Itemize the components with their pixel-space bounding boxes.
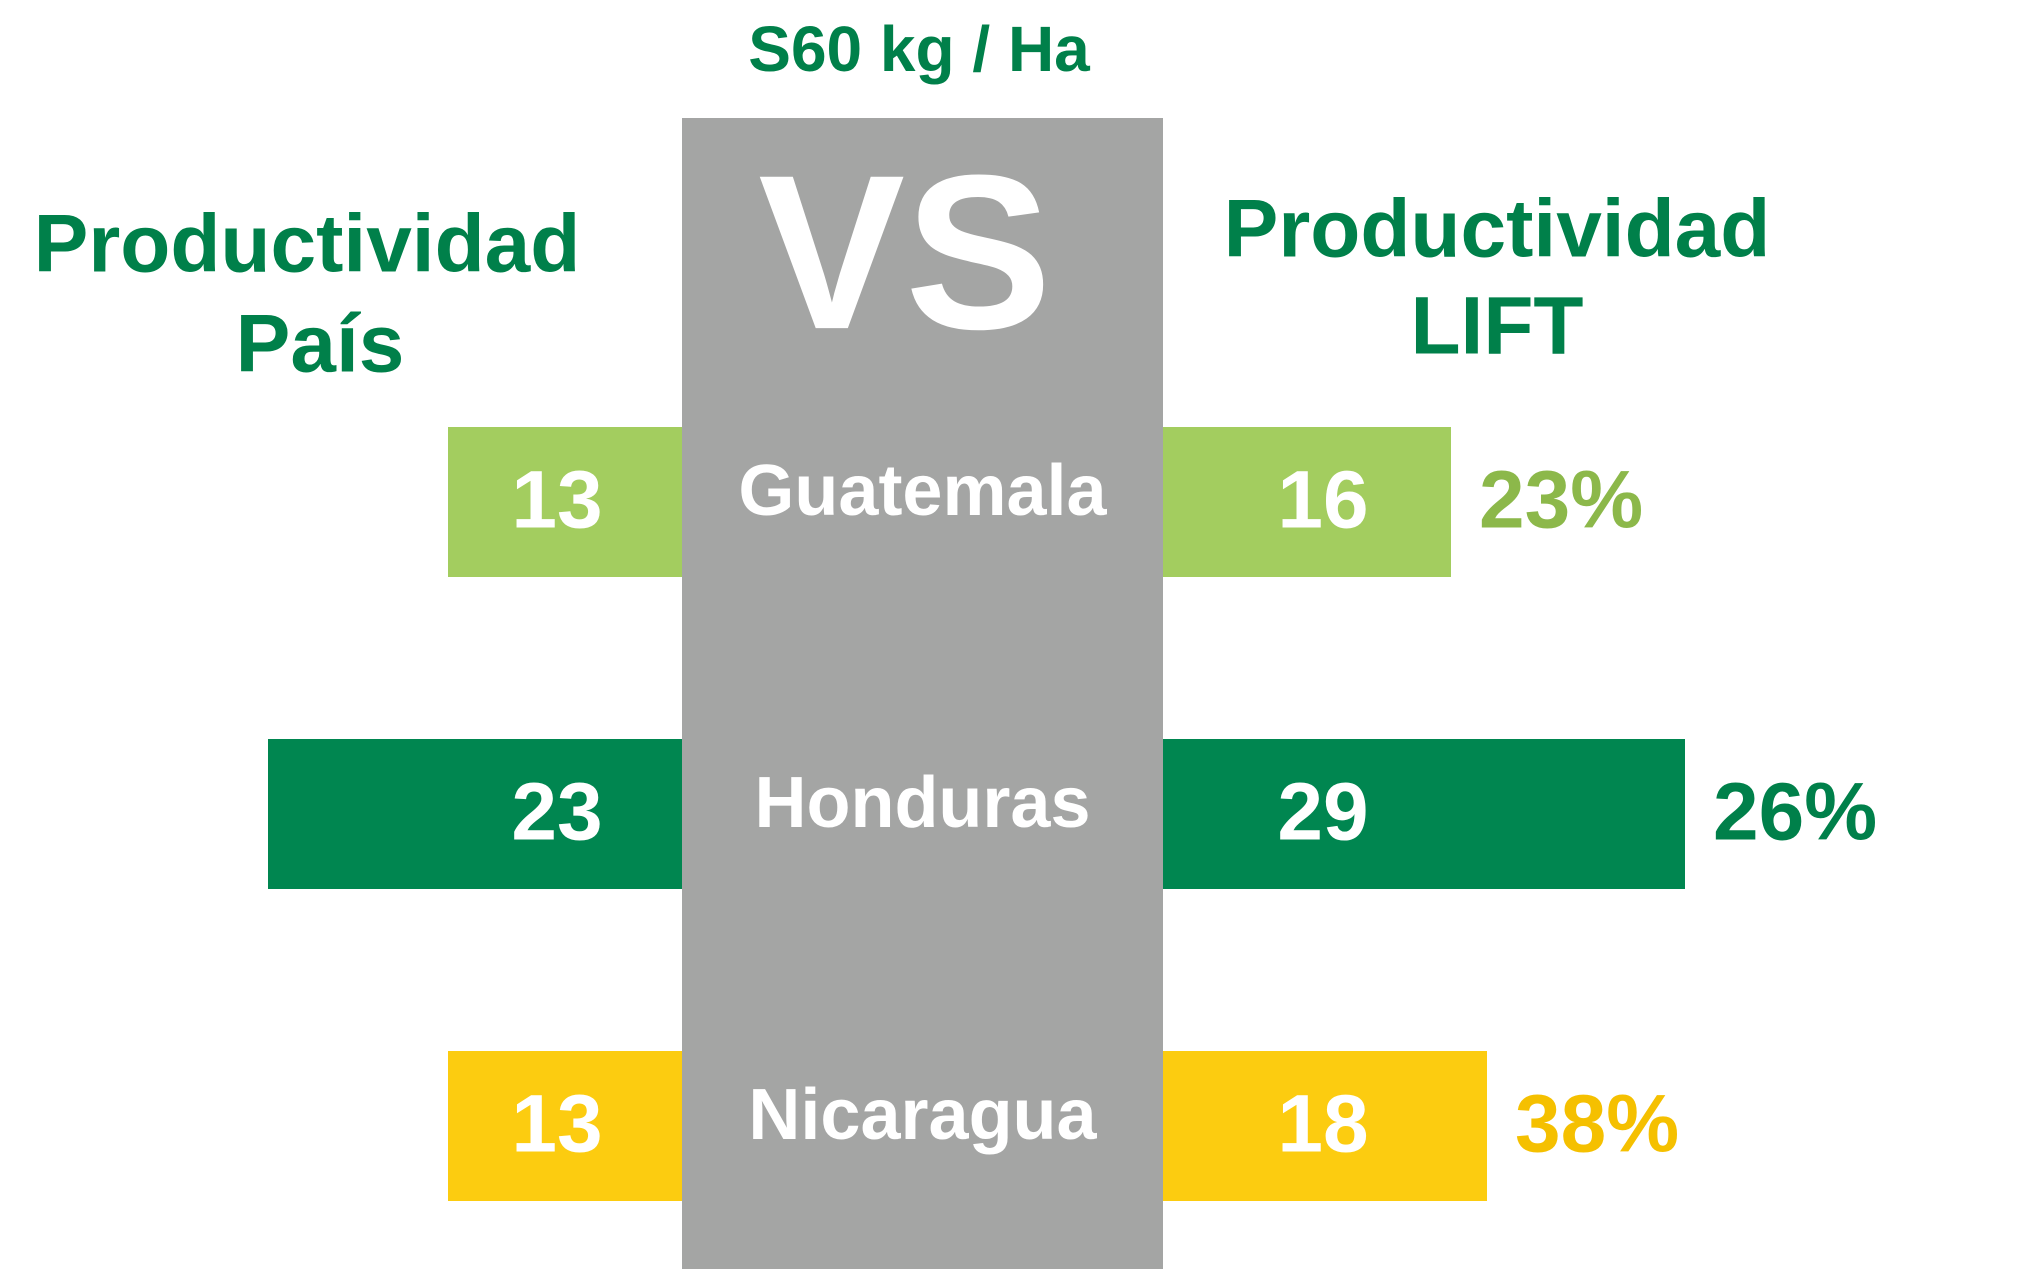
- category-label: Nicaragua: [748, 1075, 1097, 1155]
- value-label: 23: [511, 767, 602, 858]
- chart-title: S60 kg / Ha: [748, 13, 1090, 85]
- value-label: 13: [511, 455, 602, 546]
- value-label: 29: [1277, 767, 1368, 858]
- category-label: Guatemala: [738, 451, 1107, 531]
- vs-label: VS: [758, 129, 1051, 375]
- bar-left: [268, 739, 682, 889]
- right-heading: Productividad: [1224, 184, 1771, 275]
- bar-right: [1163, 427, 1451, 577]
- bar-left: [448, 1051, 682, 1201]
- left-heading: País: [236, 299, 405, 390]
- bar-right: [1163, 739, 1685, 889]
- value-label: 13: [511, 1079, 602, 1170]
- category-label: Honduras: [754, 763, 1090, 843]
- value-label: 16: [1277, 455, 1368, 546]
- increase-label: 23%: [1479, 455, 1643, 546]
- bar-right: [1163, 1051, 1487, 1201]
- left-heading: Productividad: [34, 199, 581, 290]
- increase-label: 26%: [1713, 767, 1877, 858]
- value-label: 18: [1277, 1079, 1368, 1170]
- right-heading: LIFT: [1410, 281, 1583, 372]
- center-column: [682, 118, 1163, 1269]
- bar-left: [448, 427, 682, 577]
- increase-label: 38%: [1515, 1079, 1679, 1170]
